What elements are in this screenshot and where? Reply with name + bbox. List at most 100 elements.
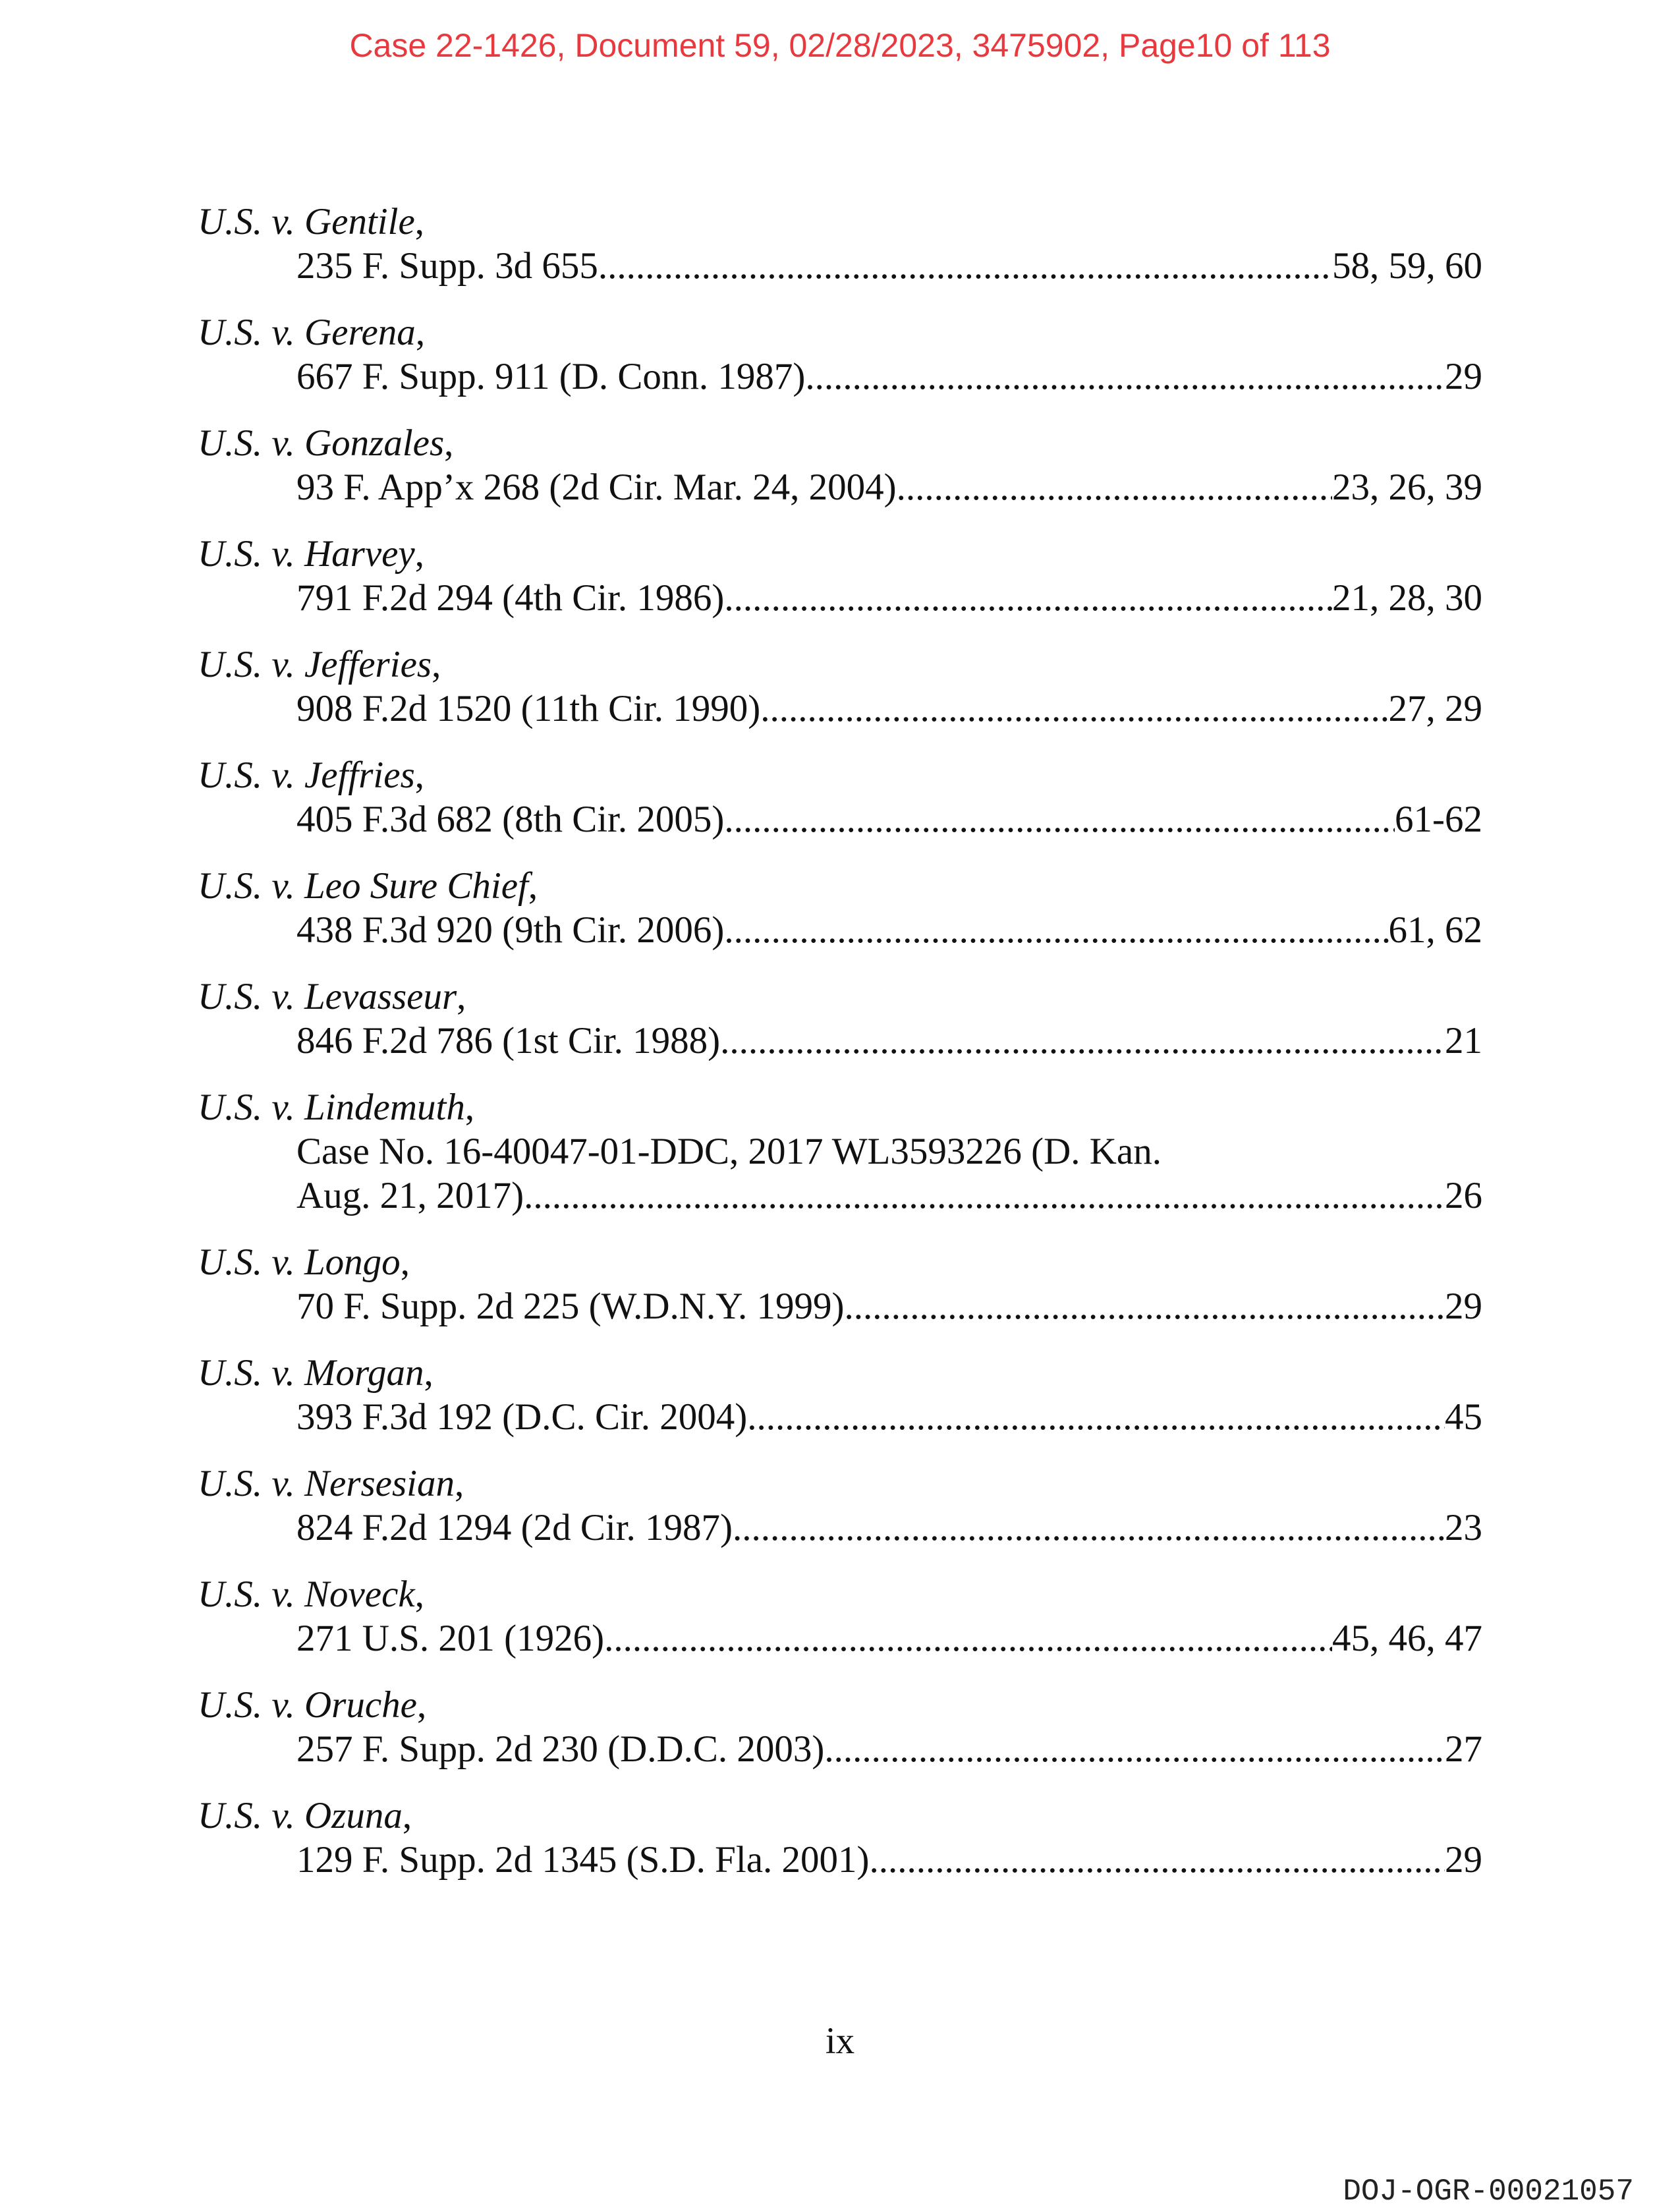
case-name: U.S. v. Gonzales bbox=[198, 422, 445, 464]
citation-line: 70 F. Supp. 2d 225 (W.D.N.Y. 1999) 29 bbox=[198, 1284, 1482, 1328]
page-references: 29 bbox=[1445, 1839, 1482, 1881]
citation: 393 F.3d 192 (D.C. Cir. 2004) bbox=[296, 1396, 748, 1438]
dot-leader bbox=[760, 687, 1388, 731]
case-name-line: U.S. v. Lindemuth, bbox=[198, 1085, 1482, 1129]
case-name-line: U.S. v. Levasseur, bbox=[198, 975, 1482, 1019]
case-name-line: U.S. v. Gerena, bbox=[198, 310, 1482, 354]
comma: , bbox=[454, 1463, 464, 1504]
dot-leader bbox=[845, 1284, 1445, 1328]
citation-line: 846 F.2d 786 (1st Cir. 1988) 21 bbox=[198, 1019, 1482, 1063]
citation-line: 908 F.2d 1520 (11th Cir. 1990) 27, 29 bbox=[198, 687, 1482, 731]
toc-entry: U.S. v. Nersesian, 824 F.2d 1294 (2d Cir.… bbox=[198, 1461, 1482, 1550]
citation: 791 F.2d 294 (4th Cir. 1986) bbox=[296, 577, 725, 619]
case-name-line: U.S. v. Longo, bbox=[198, 1240, 1482, 1284]
case-name: U.S. v. Jeffries bbox=[198, 754, 415, 796]
dot-leader bbox=[897, 465, 1332, 509]
page-references: 45, 46, 47 bbox=[1332, 1618, 1482, 1659]
page-number: ix bbox=[825, 2020, 855, 2062]
dot-leader bbox=[724, 908, 1388, 952]
comma: , bbox=[416, 1684, 427, 1726]
toc-entry: U.S. v. Oruche, 257 F. Supp. 2d 230 (D.D.… bbox=[198, 1683, 1482, 1771]
page-references: 23 bbox=[1445, 1507, 1482, 1548]
comma: , bbox=[457, 976, 466, 1017]
citation: 667 F. Supp. 911 (D. Conn. 1987) bbox=[296, 356, 806, 397]
citation-line: 235 F. Supp. 3d 655 58, 59, 60 bbox=[198, 244, 1482, 288]
page-references: 27 bbox=[1445, 1728, 1482, 1770]
dot-leader bbox=[870, 1838, 1445, 1882]
case-name: U.S. v. Gentile bbox=[198, 201, 415, 242]
citation-line: 791 F.2d 294 (4th Cir. 1986) 21, 28, 30 bbox=[198, 576, 1482, 620]
citation-line: 438 F.3d 920 (9th Cir. 2006) 61, 62 bbox=[198, 908, 1482, 952]
citation: 405 F.3d 682 (8th Cir. 2005) bbox=[296, 799, 725, 840]
bates-number: DOJ-OGR-00021057 bbox=[1343, 2174, 1634, 2209]
dot-leader bbox=[604, 1616, 1332, 1660]
citation-line: 271 U.S. 201 (1926) 45, 46, 47 bbox=[198, 1616, 1482, 1660]
comma: , bbox=[414, 201, 425, 242]
case-name-line: U.S. v. Harvey, bbox=[198, 532, 1482, 576]
dot-leader bbox=[720, 1019, 1445, 1063]
page-references: 21 bbox=[1445, 1020, 1482, 1062]
toc-entry: U.S. v. Harvey, 791 F.2d 294 (4th Cir. 19… bbox=[198, 532, 1482, 620]
comma: , bbox=[414, 533, 424, 575]
citation: 438 F.3d 920 (9th Cir. 2006) bbox=[296, 909, 725, 951]
comma: , bbox=[432, 644, 441, 685]
citation-line: 824 F.2d 1294 (2d Cir. 1987) 23 bbox=[198, 1506, 1482, 1550]
toc-entry: U.S. v. Gentile,235 F. Supp. 3d 655 58, 5… bbox=[198, 200, 1482, 288]
citation-line: 393 F.3d 192 (D.C. Cir. 2004) 45 bbox=[198, 1395, 1482, 1439]
toc-entry: U.S. v. Levasseur, 846 F.2d 786 (1st Cir.… bbox=[198, 975, 1482, 1063]
case-name: U.S. v. Nersesian bbox=[198, 1463, 455, 1504]
toc-entry: U.S. v. Lindemuth, Case No. 16-40047-01-D… bbox=[198, 1085, 1482, 1218]
citation: Aug. 21, 2017) bbox=[296, 1175, 524, 1216]
dot-leader bbox=[747, 1395, 1445, 1439]
case-name: U.S. v. Longo bbox=[198, 1241, 401, 1283]
comma: , bbox=[400, 1241, 410, 1283]
case-name-line: U.S. v. Gonzales, bbox=[198, 421, 1482, 465]
case-name: U.S. v. Lindemuth bbox=[198, 1087, 465, 1128]
citation: 271 U.S. 201 (1926) bbox=[296, 1618, 605, 1659]
case-name: U.S. v. Oruche bbox=[198, 1684, 417, 1726]
citation-line: 667 F. Supp. 911 (D. Conn. 1987) 29 bbox=[198, 354, 1482, 399]
page-references: 26 bbox=[1445, 1175, 1482, 1216]
case-name: U.S. v. Ozuna bbox=[198, 1795, 403, 1836]
comma: , bbox=[402, 1795, 412, 1836]
case-name: U.S. v. Levasseur bbox=[198, 976, 457, 1017]
toc-entry: U.S. v. Ozuna, 129 F. Supp. 2d 1345 (S.D.… bbox=[198, 1794, 1482, 1882]
dot-leader bbox=[598, 244, 1332, 288]
case-name: U.S. v. Morgan bbox=[198, 1352, 424, 1394]
citation: 235 F. Supp. 3d 655 bbox=[296, 245, 598, 287]
citation: 129 F. Supp. 2d 1345 (S.D. Fla. 2001) bbox=[296, 1839, 870, 1881]
toc-entry: U.S. v. Leo Sure Chief, 438 F.3d 920 (9th… bbox=[198, 864, 1482, 952]
page-references: 61, 62 bbox=[1388, 909, 1483, 951]
case-name-line: U.S. v. Leo Sure Chief, bbox=[198, 864, 1482, 908]
toc-entry: U.S. v. Noveck,271 U.S. 201 (1926) 45, 46… bbox=[198, 1572, 1482, 1660]
citation-line: Aug. 21, 2017) 26 bbox=[198, 1174, 1482, 1218]
citation-line: 129 F. Supp. 2d 1345 (S.D. Fla. 2001) 29 bbox=[198, 1838, 1482, 1882]
citation-line: Case No. 16-40047-01-DDC, 2017 WL3593226… bbox=[296, 1131, 1162, 1172]
citation-line: 405 F.3d 682 (8th Cir. 2005) 61-62 bbox=[198, 797, 1482, 841]
dot-leader bbox=[724, 797, 1395, 841]
case-name-line: U.S. v. Morgan, bbox=[198, 1351, 1482, 1395]
table-of-authorities: U.S. v. Gentile,235 F. Supp. 3d 65558, 5… bbox=[198, 200, 1482, 1904]
citation: 908 F.2d 1520 (11th Cir. 1990) bbox=[296, 688, 761, 729]
page-references: 23, 26, 39 bbox=[1332, 467, 1482, 508]
dot-leader bbox=[724, 576, 1332, 620]
dot-leader bbox=[733, 1506, 1445, 1550]
comma: , bbox=[464, 1087, 475, 1128]
citation: 824 F.2d 1294 (2d Cir. 1987) bbox=[296, 1507, 733, 1548]
toc-entry: U.S. v. Morgan, 393 F.3d 192 (D.C. Cir. 2… bbox=[198, 1351, 1482, 1439]
page-references: 21, 28, 30 bbox=[1332, 577, 1482, 619]
case-name-line: U.S. v. Gentile, bbox=[198, 200, 1482, 244]
comma: , bbox=[414, 754, 425, 796]
page-references: 29 bbox=[1445, 1286, 1482, 1327]
dot-leader bbox=[805, 354, 1445, 399]
toc-entry: U.S. v. Longo, 70 F. Supp. 2d 225 (W.D.N.… bbox=[198, 1240, 1482, 1328]
case-name-line: U.S. v. Jefferies, bbox=[198, 642, 1482, 687]
case-name-line: U.S. v. Noveck, bbox=[198, 1572, 1482, 1616]
case-name-line: U.S. v. Oruche, bbox=[198, 1683, 1482, 1727]
toc-entry: U.S. v. Gonzales, 93 F. App’x 268 (2d Cir… bbox=[198, 421, 1482, 509]
page-references: 58, 59, 60 bbox=[1332, 245, 1482, 287]
page-references: 27, 29 bbox=[1388, 688, 1483, 729]
toc-entry: U.S. v. Jeffries, 405 F.3d 682 (8th Cir. … bbox=[198, 753, 1482, 841]
citation: 70 F. Supp. 2d 225 (W.D.N.Y. 1999) bbox=[296, 1286, 845, 1327]
case-name-line: U.S. v. Jeffries, bbox=[198, 753, 1482, 797]
